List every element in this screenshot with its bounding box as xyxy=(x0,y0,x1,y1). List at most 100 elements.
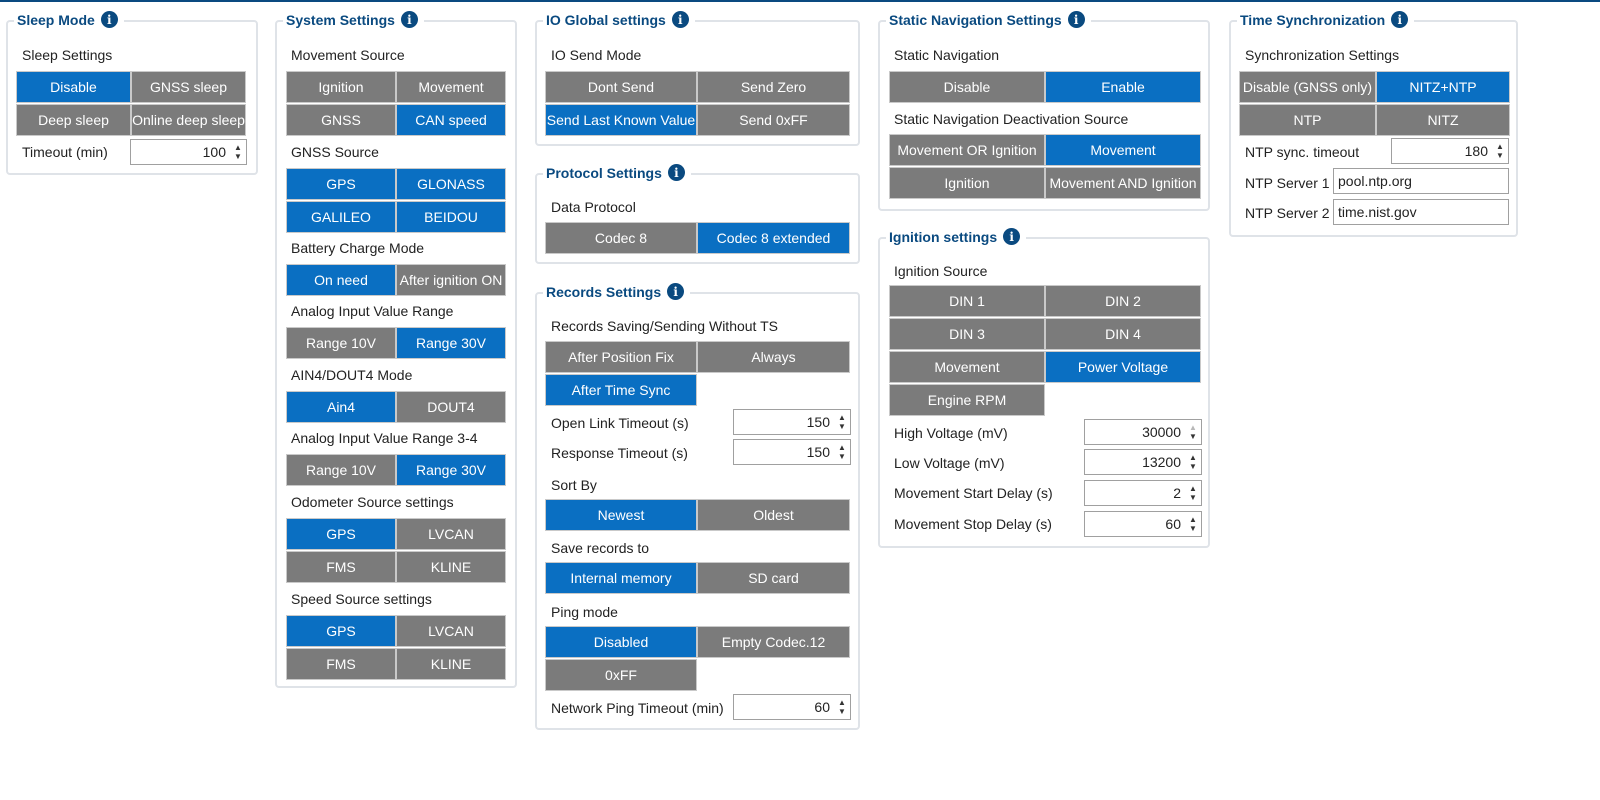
ain4-button[interactable]: Ain4 xyxy=(286,391,396,423)
gnss-source-galileo-button[interactable]: GALILEO xyxy=(286,201,396,233)
ping-empty-codec12-button[interactable]: Empty Codec.12 xyxy=(697,626,850,658)
deep-sleep-button[interactable]: Deep sleep xyxy=(16,104,131,136)
info-icon[interactable]: i xyxy=(1003,228,1021,245)
info-icon[interactable]: i xyxy=(100,11,118,28)
ignition-power-voltage-button[interactable]: Power Voltage xyxy=(1045,351,1201,383)
save-internal-memory-button[interactable]: Internal memory xyxy=(545,562,697,594)
ntp-sync-timeout-spinbox[interactable]: 180 ▲ ▼ xyxy=(1391,138,1509,164)
ntp-server2-label: NTP Server 2 xyxy=(1245,205,1330,221)
movement-source-gnss-button[interactable]: GNSS xyxy=(286,104,396,136)
odometer-fms-button[interactable]: FMS xyxy=(286,551,396,583)
after-position-fix-button[interactable]: After Position Fix xyxy=(545,341,697,373)
save-sd-card-button[interactable]: SD card xyxy=(697,562,850,594)
gnss-sleep-button[interactable]: GNSS sleep xyxy=(131,71,246,103)
protocol-settings-panel: Protocol Settings i Data Protocol Codec … xyxy=(535,164,860,264)
ping-0xff-button[interactable]: 0xFF xyxy=(545,659,697,691)
spinner-arrows-icon[interactable]: ▲ ▼ xyxy=(1189,515,1197,533)
online-deep-sleep-button[interactable]: Online deep sleep xyxy=(131,104,246,136)
info-icon[interactable]: i xyxy=(1391,11,1409,28)
io-send-zero-button[interactable]: Send Zero xyxy=(697,71,850,103)
ignition-din1-button[interactable]: DIN 1 xyxy=(889,285,1045,317)
odometer-kline-button[interactable]: KLINE xyxy=(396,551,506,583)
static-navigation-panel: Static Navigation Settings i Static Navi… xyxy=(878,11,1210,211)
movement-source-can-speed-button[interactable]: CAN speed xyxy=(396,104,506,136)
deact-movement-and-ignition-button[interactable]: Movement AND Ignition xyxy=(1045,167,1201,199)
analog34-range-10v-button[interactable]: Range 10V xyxy=(286,454,396,486)
low-voltage-spinbox[interactable]: 13200 ▲ ▼ xyxy=(1084,449,1202,475)
gnss-source-beidou-button[interactable]: BEIDOU xyxy=(396,201,506,233)
speed-kline-button[interactable]: KLINE xyxy=(396,648,506,680)
info-icon[interactable]: i xyxy=(667,283,685,300)
response-timeout-spinbox[interactable]: 150 ▲ ▼ xyxy=(733,439,851,465)
movement-start-delay-spinbox[interactable]: 2 ▲ ▼ xyxy=(1084,480,1202,506)
spinner-arrows-icon[interactable]: ▲ ▼ xyxy=(838,413,846,431)
codec-8-extended-button[interactable]: Codec 8 extended xyxy=(697,222,850,254)
odometer-gps-button[interactable]: GPS xyxy=(286,518,396,550)
ntp-server1-input[interactable]: pool.ntp.org xyxy=(1333,168,1509,194)
io-send-0xff-button[interactable]: Send 0xFF xyxy=(697,104,850,136)
battery-on-need-button[interactable]: On need xyxy=(286,264,396,296)
sync-ntp-button[interactable]: NTP xyxy=(1239,104,1376,136)
spinner-arrows-icon[interactable]: ▲ ▼ xyxy=(1189,423,1197,441)
static-nav-enable-button[interactable]: Enable xyxy=(1045,71,1201,103)
info-icon[interactable]: i xyxy=(667,164,685,181)
static-nav-disable-button[interactable]: Disable xyxy=(889,71,1045,103)
movement-stop-delay-value: 60 xyxy=(1165,516,1181,532)
gnss-source-gps-button[interactable]: GPS xyxy=(286,168,396,200)
analog-range-10v-button[interactable]: Range 10V xyxy=(286,327,396,359)
open-link-timeout-spinbox[interactable]: 150 ▲ ▼ xyxy=(733,409,851,435)
sleep-timeout-spinbox[interactable]: 100 ▲ ▼ xyxy=(130,139,247,165)
movement-stop-delay-spinbox[interactable]: 60 ▲ ▼ xyxy=(1084,511,1202,537)
ntp-server2-input[interactable]: time.nist.gov xyxy=(1333,199,1509,225)
sort-newest-button[interactable]: Newest xyxy=(545,499,697,531)
ignition-din3-button[interactable]: DIN 3 xyxy=(889,318,1045,350)
deact-movement-or-ignition-button[interactable]: Movement OR Ignition xyxy=(889,134,1045,166)
gnss-source-glonass-button[interactable]: GLONASS xyxy=(396,168,506,200)
sync-nitz-button[interactable]: NITZ xyxy=(1376,104,1510,136)
analog34-range-30v-button[interactable]: Range 30V xyxy=(396,454,506,486)
open-link-timeout-value: 150 xyxy=(806,414,830,430)
io-dont-send-button[interactable]: Dont Send xyxy=(545,71,697,103)
ignition-movement-button[interactable]: Movement xyxy=(889,351,1045,383)
response-timeout-value: 150 xyxy=(806,444,830,460)
battery-after-ignition-button[interactable]: After ignition ON xyxy=(396,264,506,296)
ignition-din2-button[interactable]: DIN 2 xyxy=(1045,285,1201,317)
dout4-button[interactable]: DOUT4 xyxy=(396,391,506,423)
speed-gps-button[interactable]: GPS xyxy=(286,615,396,647)
spinner-arrows-icon[interactable]: ▲ ▼ xyxy=(1496,142,1504,160)
ignition-engine-rpm-button[interactable]: Engine RPM xyxy=(889,384,1045,416)
info-icon[interactable]: i xyxy=(400,11,418,28)
movement-source-movement-button[interactable]: Movement xyxy=(396,71,506,103)
spinner-arrows-icon[interactable]: ▲ ▼ xyxy=(838,443,846,461)
info-icon[interactable]: i xyxy=(1067,11,1085,28)
sort-oldest-button[interactable]: Oldest xyxy=(697,499,850,531)
network-ping-timeout-spinbox[interactable]: 60 ▲ ▼ xyxy=(733,694,851,720)
spinner-arrows-icon[interactable]: ▲ ▼ xyxy=(838,698,846,716)
sync-nitz-ntp-button[interactable]: NITZ+NTP xyxy=(1376,71,1510,103)
spinner-arrows-icon[interactable]: ▲ ▼ xyxy=(1189,484,1197,502)
analog-range-30v-button[interactable]: Range 30V xyxy=(396,327,506,359)
odometer-lvcan-button[interactable]: LVCAN xyxy=(396,518,506,550)
low-voltage-label: Low Voltage (mV) xyxy=(894,455,1005,471)
sync-disable-gnss-button[interactable]: Disable (GNSS only) xyxy=(1239,71,1376,103)
deact-movement-button[interactable]: Movement xyxy=(1045,134,1201,166)
movement-source-ignition-button[interactable]: Ignition xyxy=(286,71,396,103)
protocol-settings-title: Protocol Settings i xyxy=(543,164,691,181)
analog-input-range-label: Analog Input Value Range xyxy=(291,303,454,319)
sleep-disable-button[interactable]: Disable xyxy=(16,71,131,103)
spinner-arrows-icon[interactable]: ▲ ▼ xyxy=(234,143,242,161)
sleep-settings-label: Sleep Settings xyxy=(22,47,113,63)
after-time-sync-button[interactable]: After Time Sync xyxy=(545,374,697,406)
io-send-last-known-button[interactable]: Send Last Known Value xyxy=(545,104,697,136)
codec-8-button[interactable]: Codec 8 xyxy=(545,222,697,254)
info-icon[interactable]: i xyxy=(671,11,689,28)
speed-lvcan-button[interactable]: LVCAN xyxy=(396,615,506,647)
ignition-din4-button[interactable]: DIN 4 xyxy=(1045,318,1201,350)
ping-disabled-button[interactable]: Disabled xyxy=(545,626,697,658)
high-voltage-spinbox[interactable]: 30000 ▲ ▼ xyxy=(1084,419,1202,445)
speed-fms-button[interactable]: FMS xyxy=(286,648,396,680)
always-button[interactable]: Always xyxy=(697,341,850,373)
spinner-arrows-icon[interactable]: ▲ ▼ xyxy=(1189,453,1197,471)
records-saving-label: Records Saving/Sending Without TS xyxy=(551,318,778,334)
deact-ignition-button[interactable]: Ignition xyxy=(889,167,1045,199)
